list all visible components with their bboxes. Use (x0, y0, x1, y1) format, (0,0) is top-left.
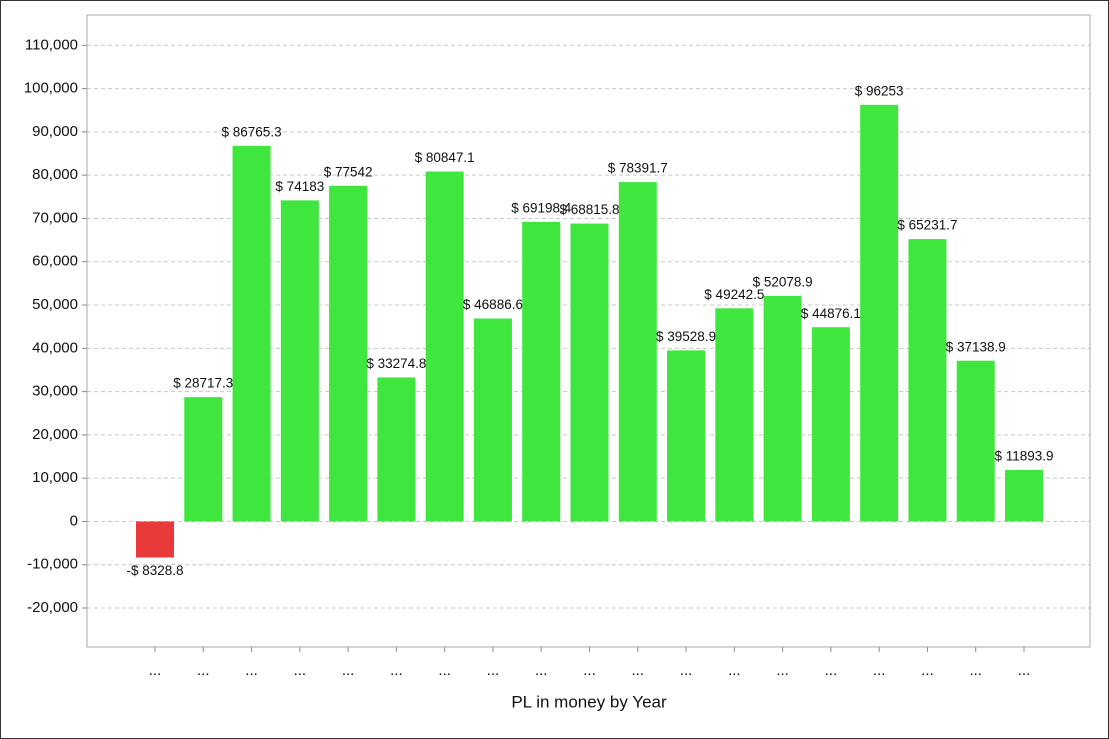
x-tick-label: ... (680, 662, 693, 679)
value-label: $ 11893.9 (994, 449, 1053, 464)
y-tick-label: 10,000 (32, 469, 78, 486)
value-label: $ 80847.1 (415, 150, 475, 165)
value-label: $ 96253 (855, 83, 904, 98)
x-tick-label: ... (197, 662, 210, 679)
x-tick-label: ... (728, 662, 741, 679)
bar (377, 377, 416, 522)
value-label: $ 37138.9 (946, 339, 1006, 354)
value-label: $ 33274.8 (366, 356, 426, 371)
bar (908, 239, 947, 522)
x-tick-label: ... (583, 662, 596, 679)
x-tick-label: ... (825, 662, 838, 679)
bar (232, 145, 271, 522)
value-label: $ 77542 (324, 164, 373, 179)
value-label: $ 39528.9 (656, 329, 716, 344)
x-axis-title: PL in money by Year (511, 692, 667, 711)
x-tick-label: ... (535, 662, 548, 679)
bar (522, 221, 561, 522)
x-tick-label: ... (776, 662, 789, 679)
x-tick-label: ... (390, 662, 403, 679)
value-label: $ 49242.5 (704, 287, 764, 302)
bar (329, 185, 368, 522)
bar (618, 182, 657, 522)
y-tick-label: 60,000 (32, 253, 78, 270)
value-label: $ 52078.9 (753, 275, 813, 290)
x-tick-label: ... (245, 662, 258, 679)
y-tick-label: 0 (70, 512, 78, 529)
y-tick-label: 80,000 (32, 166, 78, 183)
x-tick-label: ... (149, 662, 162, 679)
value-label: $ 86765.3 (222, 124, 282, 139)
value-label: $ 46886.6 (463, 297, 523, 312)
y-tick-label: 90,000 (32, 123, 78, 140)
y-tick-label: 70,000 (32, 209, 78, 226)
value-label: $ 78391.7 (608, 161, 668, 176)
y-tick-label: -10,000 (27, 556, 78, 573)
bar (956, 360, 995, 522)
value-label: $ 68815.8 (559, 202, 619, 217)
x-tick-label: ... (438, 662, 451, 679)
bar (184, 397, 223, 522)
y-tick-label: 110,000 (25, 36, 78, 53)
y-tick-label: 100,000 (24, 80, 78, 97)
y-tick-label: 30,000 (32, 383, 78, 400)
y-tick-label: 40,000 (32, 339, 78, 356)
bar (135, 521, 174, 558)
value-label: $ 28717.3 (173, 376, 233, 391)
x-tick-label: ... (873, 662, 886, 679)
bar (280, 200, 319, 522)
x-tick-label: ... (487, 662, 500, 679)
y-tick-label: -20,000 (27, 599, 78, 616)
value-label: $ 44876.1 (801, 306, 861, 321)
bar (763, 296, 802, 522)
value-label: $ 74183 (275, 179, 324, 194)
x-tick-label: ... (969, 662, 982, 679)
bar (570, 223, 609, 522)
bar (1005, 469, 1044, 522)
x-tick-label: ... (342, 662, 355, 679)
bar (715, 308, 754, 522)
x-tick-label: ... (921, 662, 934, 679)
value-label: -$ 8328.8 (126, 563, 183, 578)
bar (860, 104, 899, 522)
bar (425, 171, 464, 522)
y-tick-label: 20,000 (32, 426, 78, 443)
bar (473, 318, 512, 522)
y-tick-label: 50,000 (32, 296, 78, 313)
bar (811, 327, 850, 522)
x-tick-label: ... (632, 662, 645, 679)
bar (667, 350, 706, 522)
x-tick-label: ... (294, 662, 307, 679)
value-label: $ 65231.7 (897, 218, 957, 233)
value-label: $ 69198.4 (511, 200, 572, 215)
x-tick-label: ... (1018, 662, 1031, 679)
